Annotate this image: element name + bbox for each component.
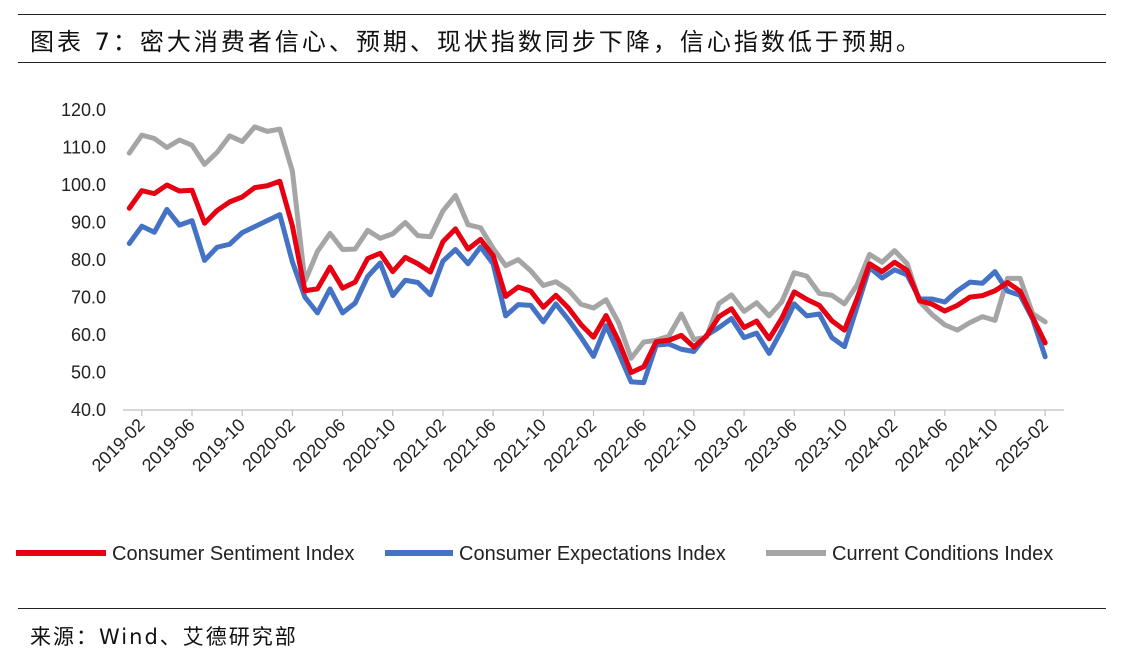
series-line-current-conditions-index bbox=[126, 124, 1048, 361]
x-tick-label: 2024-10 bbox=[941, 415, 1002, 476]
y-tick-label: 110.0 bbox=[62, 138, 106, 158]
series-line-consumer-expectations-index bbox=[126, 206, 1048, 386]
x-tick-label: 2021-02 bbox=[389, 415, 450, 476]
legend-label: Consumer Expectations Index bbox=[459, 543, 726, 565]
legend-label: Consumer Sentiment Index bbox=[112, 543, 354, 565]
x-tick-label: 2024-02 bbox=[841, 415, 902, 476]
y-tick-label: 80.0 bbox=[71, 250, 106, 270]
x-tick-label: 2023-02 bbox=[690, 415, 751, 476]
y-tick-label: 90.0 bbox=[71, 213, 106, 233]
y-tick-label: 70.0 bbox=[71, 288, 106, 308]
x-tick-label: 2022-02 bbox=[539, 415, 600, 476]
x-axis: 2019-022019-062019-102020-022020-062020-… bbox=[88, 409, 1064, 476]
top-rule bbox=[18, 14, 1106, 15]
x-tick-label: 2020-06 bbox=[289, 415, 350, 476]
x-tick-label: 2022-10 bbox=[640, 415, 701, 476]
x-tick-label: 2020-10 bbox=[339, 415, 400, 476]
series-line-consumer-sentiment-index bbox=[126, 178, 1048, 375]
y-axis: 40.0 50.0 60.0 70.0 80.0 90.0 100.0 110.0 120.0 bbox=[61, 100, 106, 420]
title-rule bbox=[18, 62, 1106, 63]
source-rule bbox=[18, 608, 1106, 609]
y-tick-label: 60.0 bbox=[71, 325, 106, 345]
x-tick-label: 2022-06 bbox=[590, 415, 651, 476]
series-layer bbox=[126, 124, 1048, 386]
x-tick-label: 2020-02 bbox=[238, 415, 299, 476]
x-tick-label: 2023-06 bbox=[740, 415, 801, 476]
y-tick-label: 120.0 bbox=[61, 100, 106, 120]
x-tick-label: 2024-06 bbox=[891, 415, 952, 476]
source-note: 来源：Wind、艾德研究部 bbox=[30, 625, 298, 649]
legend: Consumer Sentiment Index Consumer Expecta… bbox=[16, 543, 1053, 565]
x-tick-label: 2025-02 bbox=[991, 415, 1052, 476]
x-tick-label: 2021-10 bbox=[489, 415, 550, 476]
x-tick-label: 2019-02 bbox=[88, 415, 149, 476]
legend-label: Current Conditions Index bbox=[832, 543, 1053, 565]
x-tick-label: 2023-10 bbox=[790, 415, 851, 476]
figure-title: 图表 7：密大消费者信心、预期、现状指数同步下降，信心指数低于预期。 bbox=[30, 28, 923, 56]
y-tick-label: 40.0 bbox=[71, 400, 106, 420]
x-tick-label: 2021-06 bbox=[439, 415, 500, 476]
y-tick-label: 100.0 bbox=[61, 175, 106, 195]
x-tick-label: 2019-10 bbox=[188, 415, 249, 476]
y-tick-label: 50.0 bbox=[71, 363, 106, 383]
x-tick-label: 2019-06 bbox=[138, 415, 199, 476]
